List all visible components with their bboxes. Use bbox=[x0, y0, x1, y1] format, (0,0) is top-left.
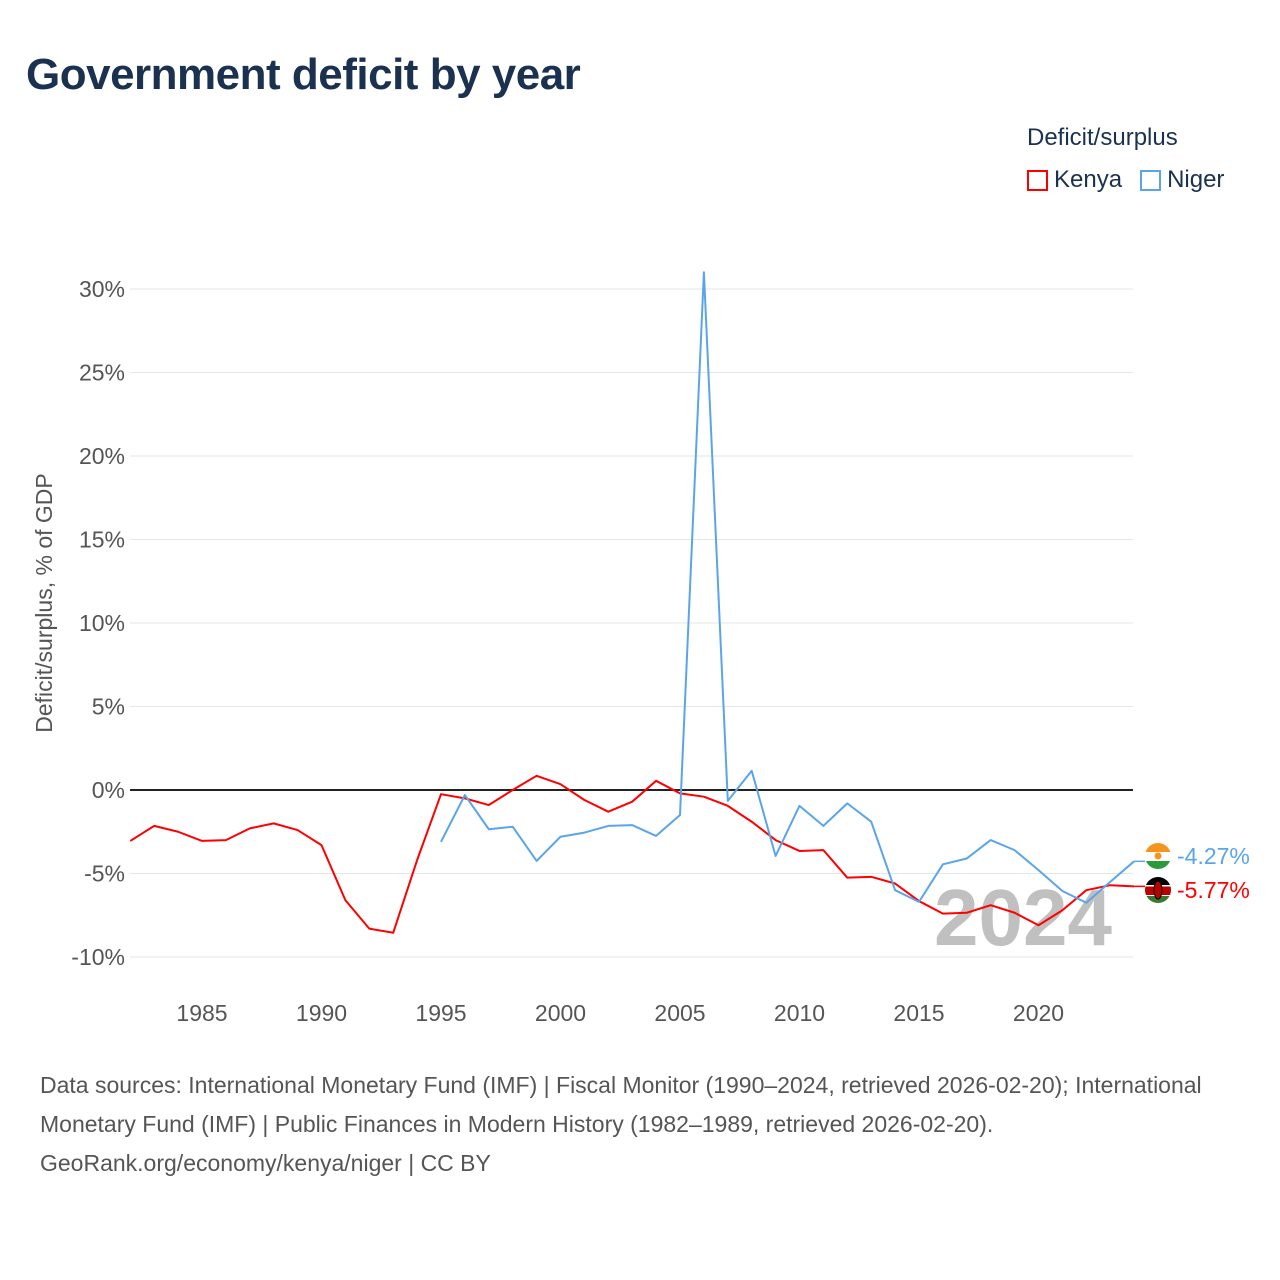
y-tick-label: 25% bbox=[79, 360, 125, 386]
chart-title: Government deficit by year bbox=[26, 50, 581, 99]
legend: Kenya Niger bbox=[1027, 166, 1224, 194]
y-axis-label: Deficit/surplus, % of GDP bbox=[31, 473, 57, 732]
x-tick-label: 1985 bbox=[176, 1000, 227, 1026]
kenya-flag-icon bbox=[1145, 877, 1171, 903]
y-tick-label: -10% bbox=[71, 944, 125, 970]
x-tick-label: 2005 bbox=[654, 1000, 705, 1026]
niger-series-line bbox=[440, 271, 1135, 904]
legend-item-kenya[interactable]: Kenya bbox=[1027, 166, 1122, 194]
y-tick-label: 0% bbox=[92, 777, 125, 803]
legend-title: Deficit/surplus bbox=[1027, 124, 1178, 151]
x-tick-label: 2015 bbox=[893, 1000, 944, 1026]
kenya-end-label: -5.77% bbox=[1177, 877, 1250, 903]
niger-end-label: -4.27% bbox=[1177, 843, 1250, 869]
x-tick-label: 2010 bbox=[774, 1000, 825, 1026]
footer: Data sources: International Monetary Fun… bbox=[40, 1066, 1240, 1183]
y-tick-label: 10% bbox=[79, 610, 125, 636]
y-tick-label: -5% bbox=[84, 861, 125, 887]
legend-label-kenya: Kenya bbox=[1054, 166, 1123, 193]
credit-link[interactable]: GeoRank.org/economy/kenya/niger | CC BY bbox=[40, 1150, 491, 1176]
x-tick-label: 2000 bbox=[535, 1000, 586, 1026]
legend-label-niger: Niger bbox=[1167, 166, 1225, 193]
kenya-series-line bbox=[129, 774, 1135, 934]
legend-swatch-kenya bbox=[1027, 169, 1048, 191]
x-tick-label: 1995 bbox=[415, 1000, 466, 1026]
y-tick-label: 5% bbox=[92, 694, 125, 720]
y-tick-label: 15% bbox=[79, 527, 125, 553]
x-tick-label: 2020 bbox=[1013, 1000, 1064, 1026]
data-sources: Data sources: International Monetary Fun… bbox=[40, 1072, 1202, 1137]
y-tick-label: 30% bbox=[79, 276, 125, 302]
y-tick-label: 20% bbox=[79, 443, 125, 469]
legend-swatch-niger bbox=[1140, 169, 1162, 191]
x-tick-label: 1990 bbox=[296, 1000, 347, 1026]
niger-flag-icon bbox=[1145, 843, 1171, 869]
legend-item-niger[interactable]: Niger bbox=[1140, 166, 1224, 194]
